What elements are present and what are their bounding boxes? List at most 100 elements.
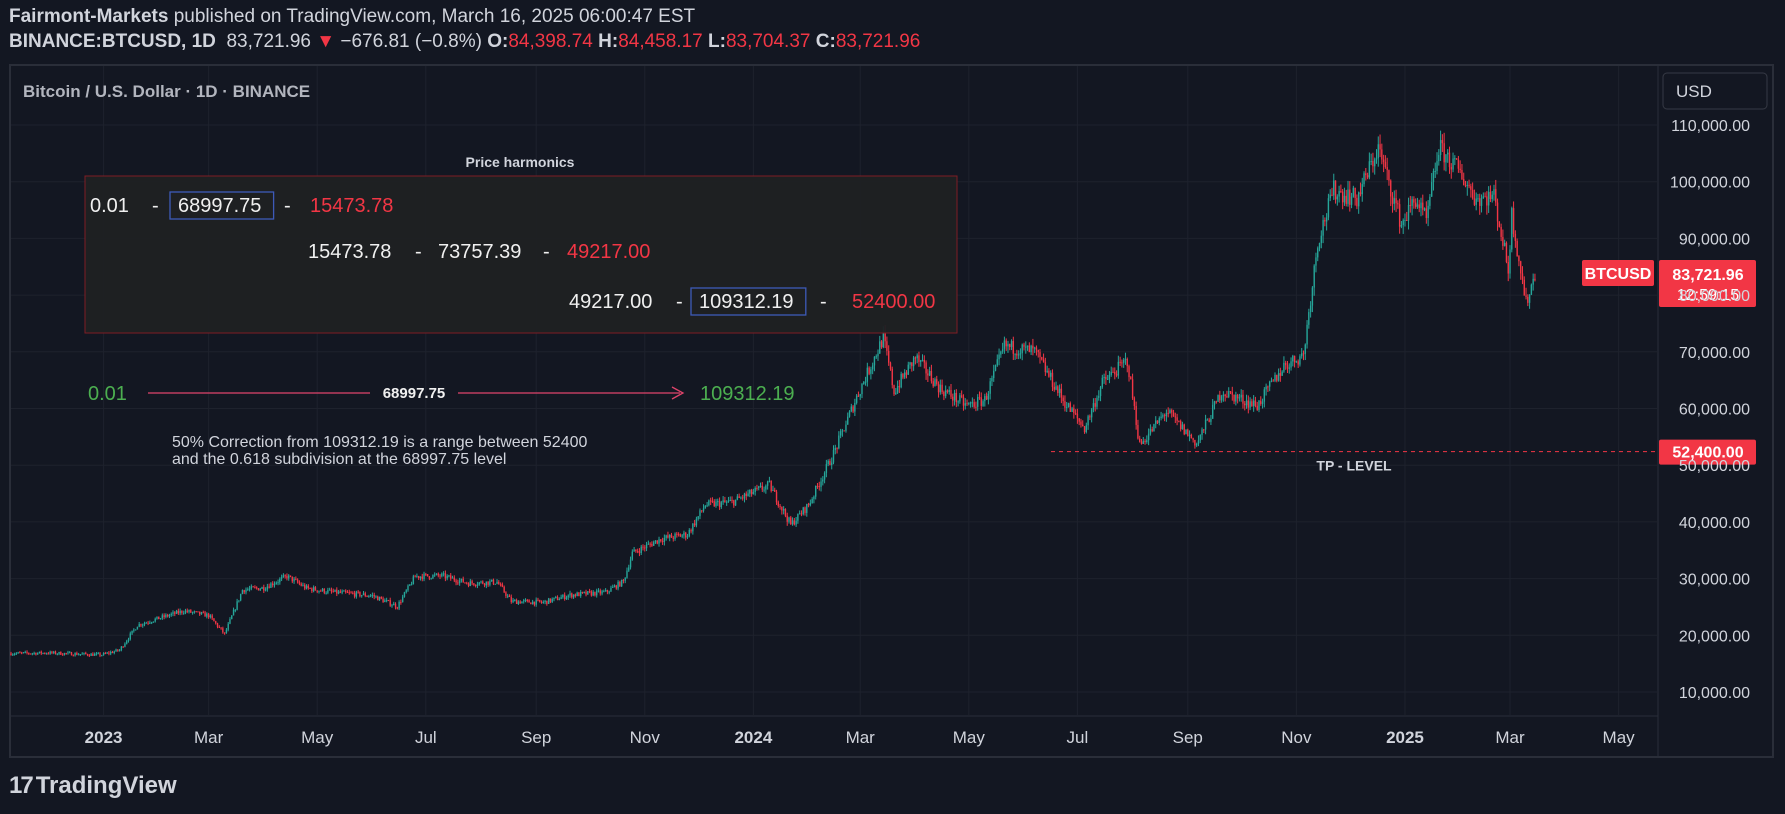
candle-body[interactable]: [977, 397, 979, 407]
candle-body[interactable]: [458, 580, 461, 584]
candle-body[interactable]: [658, 539, 660, 544]
candle-body[interactable]: [581, 591, 584, 593]
candle-body[interactable]: [241, 590, 244, 595]
candle-body[interactable]: [920, 360, 922, 362]
candle-body[interactable]: [13, 653, 16, 655]
candle-body[interactable]: [1092, 403, 1095, 410]
candle-body[interactable]: [1447, 152, 1449, 155]
candle-body[interactable]: [1245, 400, 1248, 406]
candle-body[interactable]: [734, 499, 737, 506]
candle-body[interactable]: [1521, 273, 1524, 280]
candle-body[interactable]: [763, 489, 765, 491]
candle-body[interactable]: [1336, 196, 1339, 200]
candle-body[interactable]: [795, 520, 797, 525]
candle-body[interactable]: [911, 362, 913, 367]
candle-body[interactable]: [702, 508, 705, 511]
candle-body[interactable]: [1122, 359, 1125, 363]
candle-body[interactable]: [585, 591, 587, 595]
candle-body[interactable]: [905, 372, 908, 375]
candle-body[interactable]: [417, 576, 420, 579]
candle-body[interactable]: [1277, 373, 1280, 381]
candle-body[interactable]: [1443, 143, 1445, 163]
candle-body[interactable]: [879, 341, 881, 354]
candle-body[interactable]: [428, 576, 431, 579]
candle-body[interactable]: [1523, 279, 1525, 296]
candle-body[interactable]: [686, 536, 689, 538]
candle-body[interactable]: [1527, 296, 1529, 303]
candle-body[interactable]: [503, 586, 505, 593]
candle-body[interactable]: [1217, 395, 1219, 402]
candle-body[interactable]: [934, 379, 936, 387]
candle-body[interactable]: [1133, 398, 1136, 406]
candle-body[interactable]: [186, 610, 188, 612]
candle-body[interactable]: [820, 481, 822, 487]
candle-body[interactable]: [1274, 374, 1276, 381]
candle-body[interactable]: [421, 576, 423, 580]
candle-body[interactable]: [1203, 429, 1205, 431]
candle-body[interactable]: [774, 489, 776, 492]
candle-body[interactable]: [273, 583, 276, 586]
candle-body[interactable]: [501, 584, 504, 587]
candle-body[interactable]: [1361, 184, 1363, 195]
candle-body[interactable]: [166, 614, 169, 617]
candle-body[interactable]: [699, 510, 701, 517]
candle-body[interactable]: [512, 600, 514, 603]
candle-body[interactable]: [822, 479, 824, 482]
candle-body[interactable]: [414, 576, 416, 578]
candle-body[interactable]: [649, 543, 651, 545]
candle-body[interactable]: [713, 501, 715, 507]
candle-body[interactable]: [170, 613, 172, 616]
candle-body[interactable]: [750, 489, 753, 495]
candle-body[interactable]: [514, 600, 516, 602]
candle-body[interactable]: [697, 516, 699, 519]
candle-body[interactable]: [1126, 358, 1128, 367]
candle-body[interactable]: [352, 592, 354, 594]
candle-body[interactable]: [770, 480, 772, 491]
candle-body[interactable]: [1420, 202, 1422, 209]
candle-body[interactable]: [1053, 386, 1055, 390]
candle-body[interactable]: [982, 401, 984, 406]
candle-body[interactable]: [1016, 353, 1018, 356]
candle-body[interactable]: [1299, 356, 1301, 365]
candle-body[interactable]: [1324, 220, 1326, 222]
candle-body[interactable]: [688, 530, 690, 537]
candle-body[interactable]: [441, 573, 443, 577]
candle-body[interactable]: [608, 591, 610, 593]
candle-body[interactable]: [1477, 198, 1479, 200]
candle-body[interactable]: [793, 520, 796, 525]
candle-body[interactable]: [1329, 194, 1331, 199]
candle-body[interactable]: [464, 582, 466, 584]
candle-body[interactable]: [1247, 400, 1250, 408]
candle-body[interactable]: [1089, 416, 1091, 418]
candle-body[interactable]: [829, 460, 831, 466]
candle-body[interactable]: [1464, 185, 1467, 187]
candle-body[interactable]: [15, 653, 18, 655]
candle-body[interactable]: [1486, 196, 1488, 206]
candle-body[interactable]: [1265, 386, 1267, 390]
candle-body[interactable]: [1087, 416, 1089, 426]
candle-body[interactable]: [818, 486, 820, 488]
candle-body[interactable]: [430, 578, 432, 580]
candle-body[interactable]: [270, 583, 272, 588]
candle-body[interactable]: [473, 583, 475, 586]
candle-body[interactable]: [275, 582, 277, 584]
candle-body[interactable]: [834, 447, 836, 451]
candle-body[interactable]: [914, 357, 917, 359]
candle-body[interactable]: [870, 369, 872, 374]
candle-body[interactable]: [1174, 416, 1177, 418]
candle-body[interactable]: [1258, 400, 1260, 410]
candle-body[interactable]: [405, 590, 407, 593]
candle-body[interactable]: [508, 595, 511, 598]
candle-body[interactable]: [896, 386, 899, 393]
candle-body[interactable]: [807, 504, 810, 506]
candle-body[interactable]: [140, 624, 142, 626]
candle-body[interactable]: [656, 540, 658, 544]
candle-body[interactable]: [1026, 345, 1029, 347]
candle-body[interactable]: [257, 588, 260, 591]
candle-body[interactable]: [955, 392, 958, 403]
candle-body[interactable]: [1327, 198, 1330, 218]
candle-body[interactable]: [779, 505, 781, 507]
candle-body[interactable]: [47, 653, 50, 655]
candle-body[interactable]: [599, 590, 601, 594]
candle-body[interactable]: [474, 585, 477, 587]
